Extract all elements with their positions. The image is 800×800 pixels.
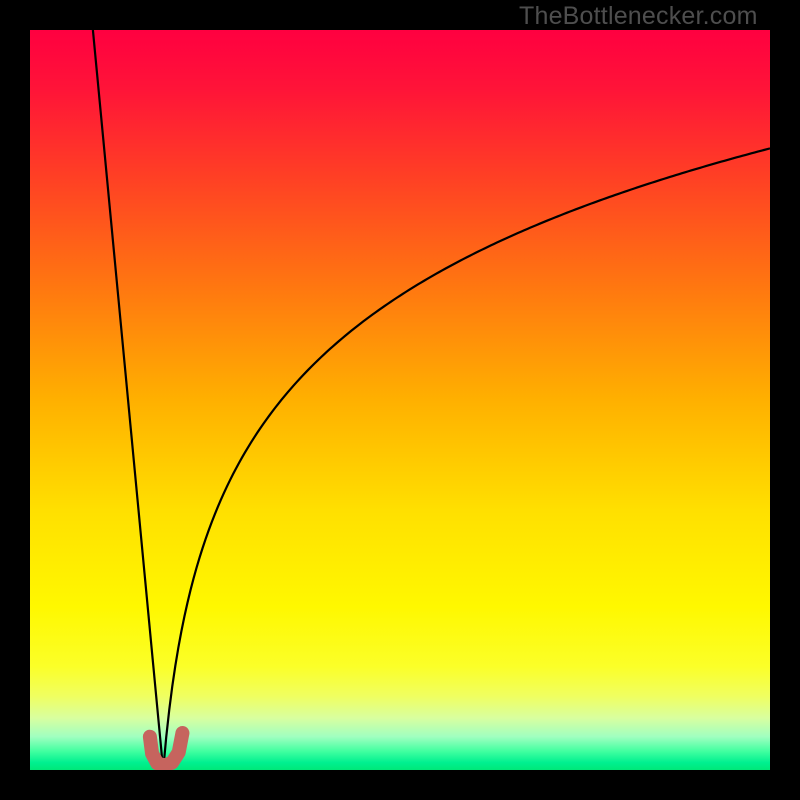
gradient-background: [30, 30, 770, 770]
plot-area: [30, 30, 770, 770]
watermark-text: TheBottlenecker.com: [519, 2, 758, 31]
plot-svg: [30, 30, 770, 770]
